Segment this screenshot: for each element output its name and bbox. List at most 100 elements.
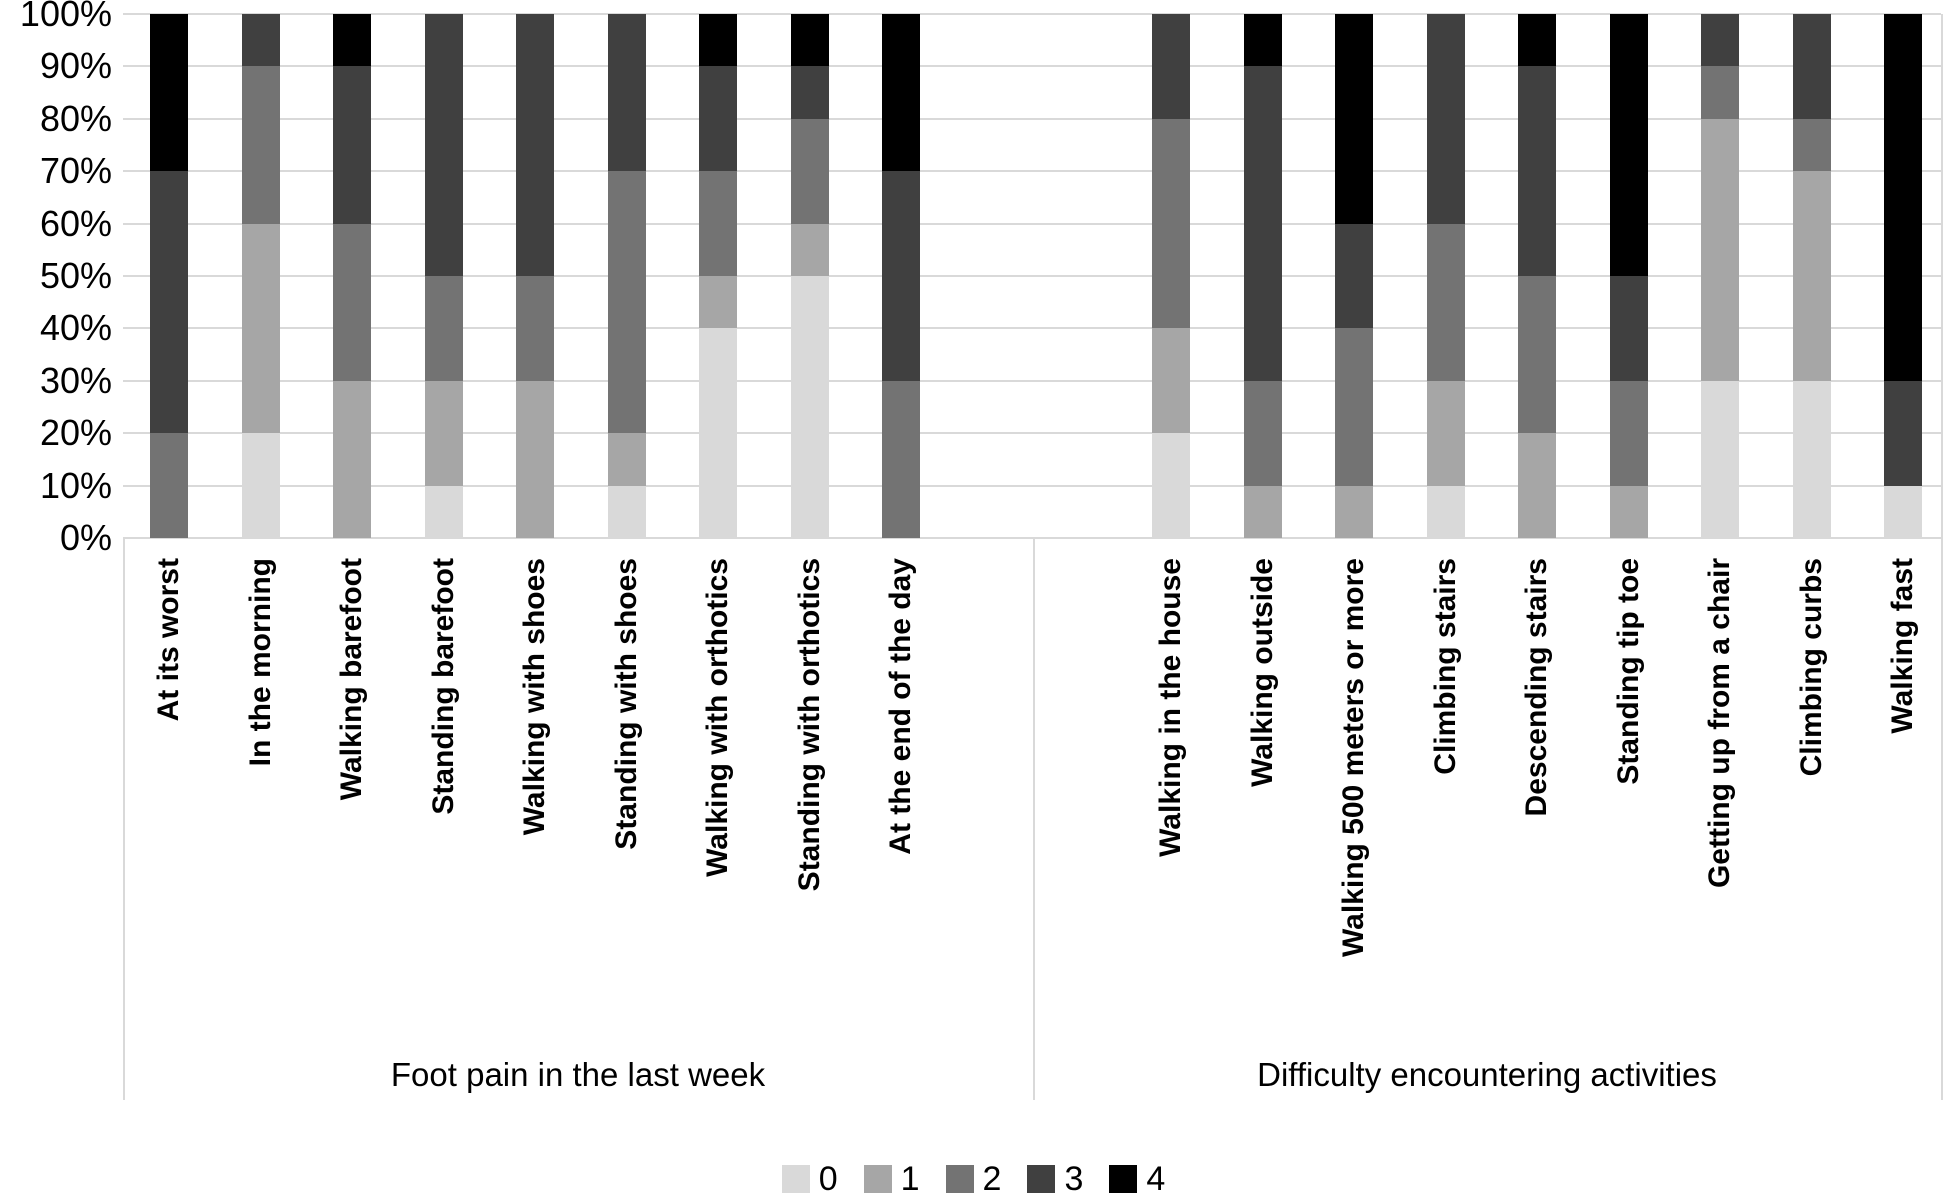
gridline [123, 117, 1941, 120]
bar-segment-4 [1335, 14, 1373, 224]
bar-segment-2 [1426, 223, 1465, 381]
bar-segment-1 [1426, 380, 1465, 486]
bar-segment-3 [1701, 14, 1739, 67]
stacked-bar [1518, 14, 1556, 538]
bar-segment-3 [1792, 14, 1831, 119]
legend-label: 1 [900, 1160, 920, 1198]
bar-segment-2 [882, 380, 920, 538]
bar-segment-1 [333, 380, 371, 538]
bar-segment-1 [1701, 118, 1739, 381]
x-axis-label: In the morning [239, 558, 283, 766]
bar-segment-1 [424, 380, 463, 486]
bar-segment-4 [790, 14, 829, 67]
stacked-bar [1609, 14, 1648, 538]
bar-segment-1 [1335, 485, 1373, 538]
legend-item: 1 [863, 1160, 920, 1198]
bar-segment-3 [1518, 66, 1556, 276]
stacked-bar [790, 14, 829, 538]
x-axis-label: Standing barefoot [422, 558, 466, 815]
bar-segment-4 [150, 14, 188, 172]
bar-segment-0 [607, 485, 646, 538]
y-tick-label: 30% [39, 359, 112, 401]
bar-segment-3 [882, 171, 920, 381]
bar-segment-1 [1518, 433, 1556, 538]
x-axis-label: Climbing stairs [1424, 558, 1468, 775]
bar-segment-2 [699, 171, 737, 276]
x-axis-label: Standing with orthotics [788, 558, 832, 891]
bar-segment-2 [1701, 66, 1739, 119]
x-axis-label-text: Walking outside [1245, 558, 1279, 787]
bar-segment-0 [790, 275, 829, 538]
stacked-bar [882, 14, 920, 538]
gridline [123, 65, 1941, 68]
y-tick-label: 20% [39, 412, 112, 454]
bar-segment-3 [333, 66, 371, 224]
stacked-bar [333, 14, 371, 538]
y-tick-label: 40% [39, 307, 112, 349]
bar-segment-2 [1609, 380, 1648, 486]
bar-segment-2 [1792, 118, 1831, 172]
bar-segment-1 [699, 275, 737, 329]
bar-segment-4 [1243, 14, 1282, 67]
bar-segment-2 [1152, 118, 1190, 329]
stacked-bar [1243, 14, 1282, 538]
gridline [123, 327, 1941, 330]
stacked-bar [607, 14, 646, 538]
stacked-bar [1701, 14, 1739, 538]
legend-item: 2 [945, 1162, 1001, 1196]
legend-label: 0 [818, 1160, 838, 1198]
bar-segment-3 [1426, 14, 1465, 224]
bar-segment-4 [1518, 14, 1556, 67]
legend-label: 3 [1064, 1160, 1084, 1198]
x-axis-label-text: Walking with shoes [518, 558, 551, 836]
group-title-foot-pain: Foot pain in the last week [390, 1056, 766, 1093]
bar-segment-1 [1243, 485, 1282, 538]
bar-segment-1 [1152, 328, 1190, 434]
bar-segment-1 [1609, 485, 1648, 538]
stacked-bar [1152, 14, 1190, 538]
stacked-bar [1335, 14, 1373, 538]
x-axis-label: At its worst [147, 558, 191, 721]
legend-swatch-icon [781, 1165, 810, 1193]
x-axis-label-text: Walking 500 meters or more [1337, 558, 1370, 958]
bar-segment-0 [1426, 485, 1465, 538]
legend-swatch-icon [1027, 1165, 1056, 1193]
bar-segment-3 [1609, 276, 1648, 381]
group-divider-line [1033, 538, 1035, 1100]
legend-swatch-icon [863, 1165, 892, 1193]
x-axis-label-text: Getting up from a chair [1703, 558, 1736, 889]
gridline [123, 379, 1941, 382]
bar-segment-3 [699, 66, 737, 172]
x-axis-label: Walking with orthotics [696, 558, 740, 877]
bar-segment-4 [333, 14, 371, 67]
bar-segment-3 [516, 14, 554, 276]
y-tick-label: 10% [39, 464, 112, 506]
bar-segment-0 [241, 433, 280, 538]
stacked-bar [699, 14, 737, 538]
x-axis-label: At the end of the day [879, 558, 923, 855]
y-tick-label: 70% [39, 150, 112, 192]
bar-segment-2 [1243, 380, 1282, 486]
bar-segment-3 [1335, 223, 1373, 329]
bar-segment-3 [150, 171, 188, 434]
bar-segment-3 [1152, 14, 1190, 119]
x-axis-label: Walking barefoot [330, 558, 374, 800]
x-axis-label: Getting up from a chair [1698, 558, 1742, 888]
y-tick-label: 80% [39, 97, 112, 139]
gridline [123, 275, 1941, 277]
x-axis-label: Descending stairs [1515, 558, 1559, 816]
y-tick-label: 90% [39, 45, 112, 87]
legend-item: 3 [1027, 1162, 1083, 1196]
bar-segment-3 [241, 14, 280, 67]
x-axis-label: Walking outside [1241, 558, 1285, 787]
legend-swatch-icon [945, 1165, 974, 1193]
bar-segment-2 [424, 276, 463, 381]
y-tick-label: 60% [39, 202, 112, 244]
bar-segment-0 [424, 485, 463, 538]
x-axis-label: Climbing curbs [1790, 558, 1834, 776]
bar-segment-1 [607, 433, 646, 486]
x-axis-label-text: Standing with orthotics [792, 558, 826, 892]
bar-segment-4 [882, 14, 920, 172]
legend-swatch-icon [1109, 1165, 1138, 1193]
legend-label: 4 [1146, 1160, 1166, 1198]
